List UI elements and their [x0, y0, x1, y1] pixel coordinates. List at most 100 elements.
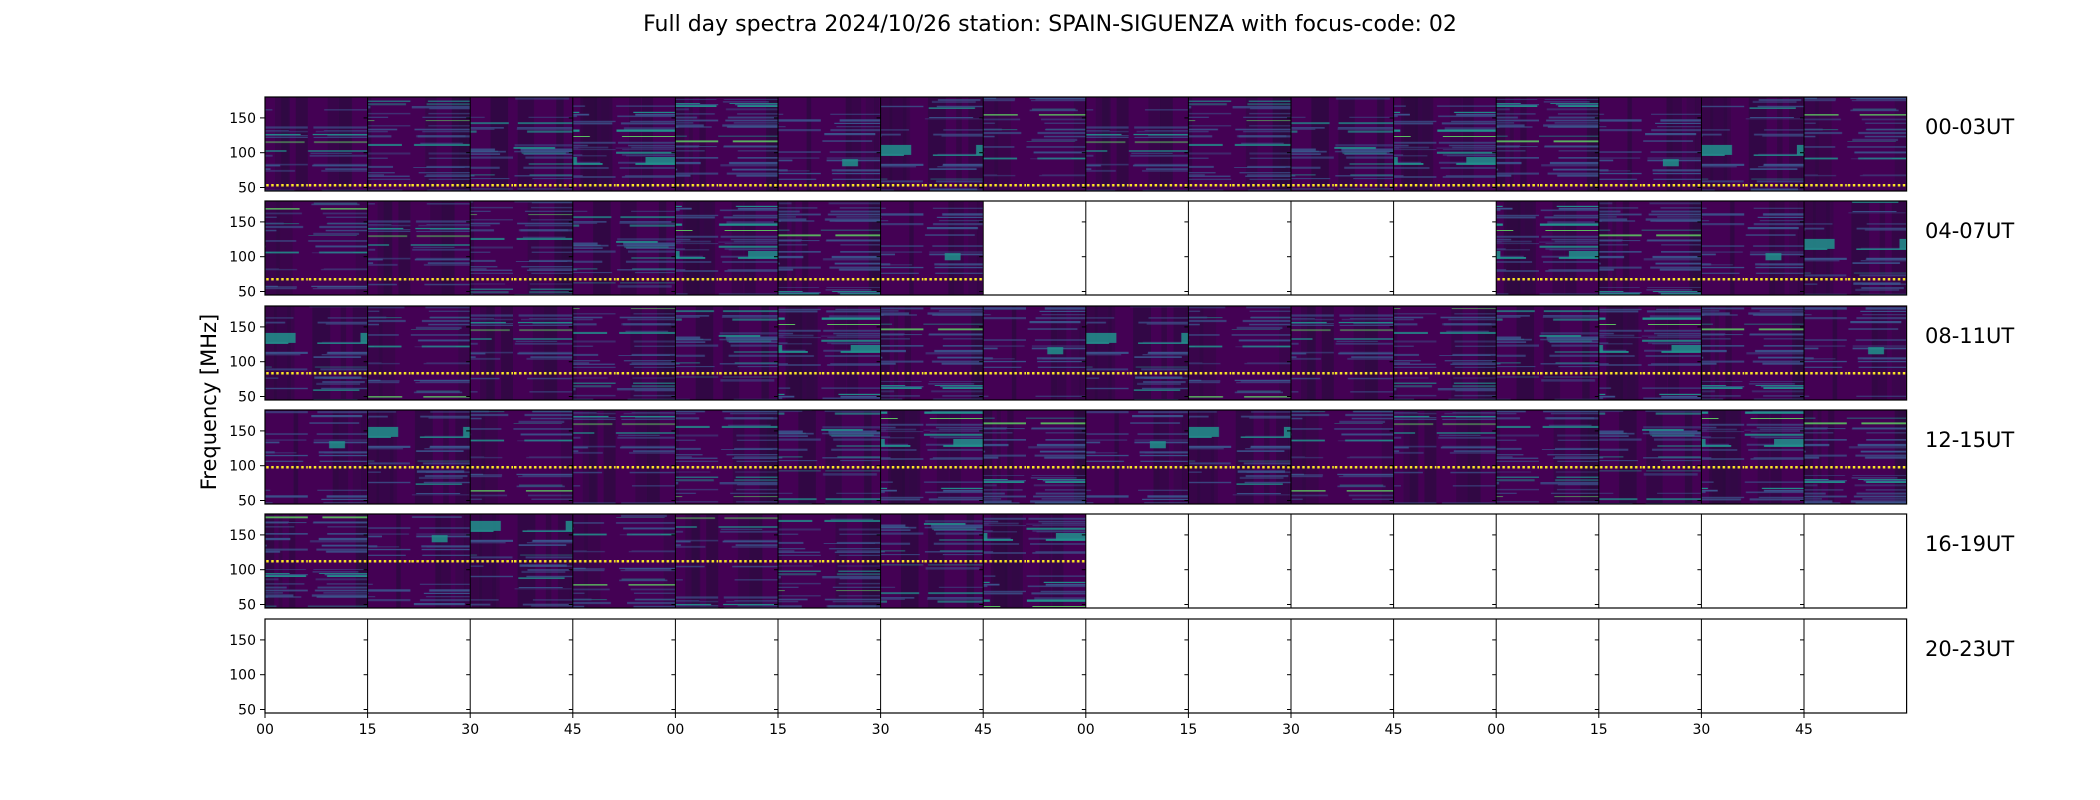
chart-title: Full day spectra 2024/10/26 station: SPA…: [643, 12, 1457, 37]
row-frame: [264, 409, 1908, 505]
spectrum-cell: [1291, 306, 1394, 400]
x-tick-label: 15: [769, 722, 787, 738]
spectrum-cell: [880, 514, 984, 608]
x-tick-label: 00: [666, 722, 684, 738]
spectrum-cell: [572, 201, 676, 295]
x-tick-label: 45: [1795, 722, 1813, 738]
spectrum-cell: [675, 306, 778, 400]
spectra-row-08-11UT: 150 100 50 08-11UT: [229, 305, 2014, 406]
spectrum-cell: [1701, 306, 1804, 400]
row-label: 12-15UT: [1925, 428, 2014, 452]
empty-cell: [1701, 619, 1804, 713]
spectra-row-00-03UT: 150 100 50 00-03UT: [229, 96, 2014, 197]
spectrum-cell: [265, 306, 368, 400]
empty-cell: [1188, 619, 1291, 713]
x-tick-label: 45: [1385, 722, 1403, 738]
spectrum-cell: [880, 201, 984, 295]
empty-cell: [1393, 201, 1497, 295]
spectrum-cell: [367, 201, 471, 295]
empty-cell: [675, 619, 778, 713]
row-frame: [264, 305, 1908, 401]
spectrum-cell: [675, 410, 778, 504]
spectrum-cell: [1701, 410, 1804, 504]
empty-cell: [1291, 514, 1394, 608]
y-tick-label: 150: [229, 320, 256, 336]
spectrum-cell: [778, 410, 881, 504]
spectrum-cell: [1804, 410, 1907, 504]
y-tick-label: 150: [229, 528, 256, 544]
empty-cell: [1393, 514, 1497, 608]
empty-cell: [1085, 514, 1189, 608]
empty-cell: [1598, 619, 1702, 713]
spectrum-cell: [1804, 97, 1907, 191]
spectrum-cell: [572, 410, 676, 504]
y-tick-label: 100: [229, 146, 256, 162]
y-tick-label: 50: [238, 181, 256, 197]
spectrum-cell: [1804, 306, 1907, 400]
y-tick-label: 50: [238, 494, 256, 510]
empty-cell: [1188, 514, 1291, 608]
y-tick-label: 100: [229, 668, 256, 684]
x-tick-label: 15: [359, 722, 377, 738]
row-label: 20-23UT: [1925, 637, 2014, 661]
empty-cell: [1085, 201, 1189, 295]
empty-cell: [1393, 619, 1497, 713]
spectrum-cell: [983, 97, 1086, 191]
y-tick-label: 50: [238, 703, 256, 719]
spectrum-cell: [1496, 97, 1599, 191]
spectrum-cell: [675, 201, 778, 295]
spectrum-cell: [1496, 410, 1599, 504]
y-tick-label: 100: [229, 459, 256, 475]
y-tick-label: 50: [238, 390, 256, 406]
spectrum-cell: [880, 306, 984, 400]
spectrum-cell: [470, 410, 573, 504]
y-tick-label: 50: [238, 598, 256, 614]
empty-cell: [983, 619, 1086, 713]
row-label: 00-03UT: [1925, 115, 2014, 139]
spectrum-cell: [367, 97, 471, 191]
y-tick-label: 150: [229, 633, 256, 649]
spectrum-cell: [880, 97, 984, 191]
spectra-row-16-19UT: 150 100 50 16-19UT: [229, 513, 2014, 614]
empty-cell: [1291, 201, 1394, 295]
empty-cell: [1291, 619, 1394, 713]
x-tick-label: 30: [1692, 722, 1710, 738]
row-label: 04-07UT: [1925, 219, 2014, 243]
x-tick-label: 15: [1590, 722, 1608, 738]
spectrum-cell: [1085, 306, 1189, 400]
spectra-row-20-23UT: 150 100 50 20-23UT: [229, 618, 2014, 719]
spectrum-cell: [470, 97, 573, 191]
spectrum-cell: [1804, 201, 1907, 295]
spectrum-cell: [1496, 201, 1599, 295]
spectrum-cell: [1701, 201, 1804, 295]
spectrum-cell: [265, 97, 368, 191]
spectrum-cell: [675, 514, 778, 608]
spectra-row-12-15UT: 150 100 50 12-15UT: [229, 409, 2014, 510]
spectrum-cell: [1393, 410, 1497, 504]
empty-cell: [880, 619, 984, 713]
spectrum-cell: [572, 514, 676, 608]
spectrum-cell: [367, 410, 471, 504]
y-tick-label: 150: [229, 111, 256, 127]
spectrum-cell: [1598, 410, 1702, 504]
spectrum-cell: [1188, 306, 1291, 400]
empty-cell: [778, 619, 881, 713]
row-label: 08-11UT: [1925, 324, 2014, 348]
x-tick-label: 45: [564, 722, 582, 738]
spectrum-cell: [1085, 97, 1189, 191]
spectrum-cell: [1393, 97, 1497, 191]
x-tick-label: 30: [1282, 722, 1300, 738]
empty-cell: [1701, 514, 1804, 608]
y-tick-label: 100: [229, 250, 256, 266]
spectrum-cell: [265, 514, 368, 608]
spectrum-cell: [265, 410, 368, 504]
empty-cell: [983, 201, 1086, 295]
x-tick-label: 00: [1487, 722, 1505, 738]
y-tick-label: 50: [238, 285, 256, 301]
spectrum-cell: [265, 201, 368, 295]
empty-cell: [1188, 201, 1291, 295]
y-tick-label: 150: [229, 424, 256, 440]
y-tick-label: 150: [229, 215, 256, 231]
x-tick-label: 30: [461, 722, 479, 738]
